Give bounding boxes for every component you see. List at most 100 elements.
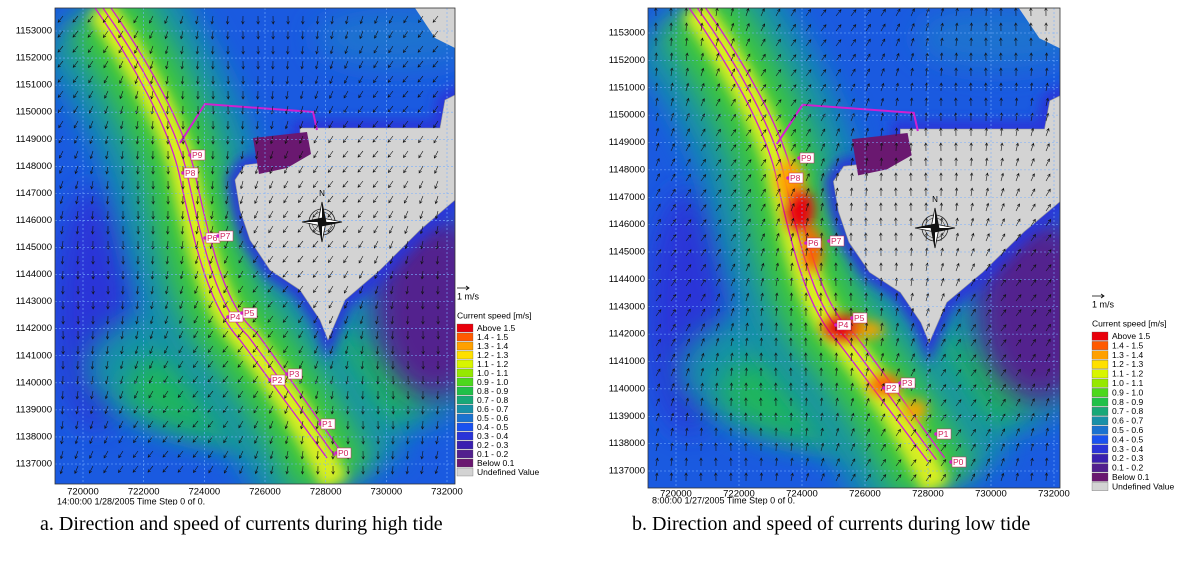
station-label: P6 (808, 238, 819, 248)
y-tick-label: 1141000 (16, 350, 52, 361)
y-tick-label: 1146000 (16, 215, 52, 226)
legend-swatch (457, 387, 473, 395)
station-label: P7 (220, 231, 231, 241)
station-label: P9 (192, 150, 203, 160)
y-tick-label: 1147000 (609, 192, 645, 203)
legend-swatch (457, 324, 473, 332)
scale-label: 1 m/s (1092, 299, 1115, 309)
station-label: P4 (230, 312, 241, 322)
y-tick-label: 1151000 (609, 82, 645, 93)
y-tick-label: 1151000 (16, 80, 52, 91)
y-tick-label: 1148000 (16, 161, 52, 172)
station-label: P3 (902, 378, 913, 388)
y-tick-label: 1139000 (609, 411, 645, 422)
legend-swatch (457, 333, 473, 341)
legend-swatch (457, 396, 473, 404)
station-label: P8 (790, 173, 801, 183)
y-tick-label: 1144000 (16, 269, 52, 280)
legend-swatch (457, 405, 473, 413)
legend-swatch (457, 450, 473, 458)
legend-swatch (1092, 379, 1108, 387)
y-tick-label: 1150000 (16, 107, 52, 118)
caption: a. Direction and speed of currents durin… (40, 512, 574, 536)
x-tick-label: 728000 (310, 487, 342, 498)
station-label: P6 (207, 233, 218, 243)
y-tick-label: 1144000 (609, 274, 645, 285)
legend-swatch (457, 378, 473, 386)
figure: 1153000 1152000 1151000 1150000 1149000 11480… (0, 0, 1185, 505)
panel-b: 1153000 1152000 1151000 1150000 1149000 11480… (609, 8, 1175, 505)
legend-label: Undefined Value (1112, 481, 1174, 491)
station-label: P1 (322, 419, 333, 429)
y-tick-label: 1142000 (609, 329, 645, 340)
page: {"panels": [ {"y_ticks": [1153000, 11520… (0, 0, 1185, 582)
y-tick-label: 1150000 (609, 110, 645, 121)
station-label: P7 (831, 236, 842, 246)
y-tick-label: 1145000 (16, 242, 52, 253)
legend-swatch (457, 360, 473, 368)
legend-swatch (1092, 370, 1108, 378)
y-tick-label: 1153000 (16, 26, 52, 37)
legend-swatch (1092, 360, 1108, 368)
y-tick-label: 1147000 (16, 188, 52, 199)
scale-arrow (457, 286, 469, 290)
scale-arrow (1092, 294, 1104, 298)
timestamp: 14:00:00 1/28/2005 Time Step 0 of 0. (57, 496, 205, 505)
x-tick-label: 726000 (849, 489, 881, 500)
y-tick-label: 1148000 (609, 164, 645, 175)
station-label: P0 (338, 448, 349, 458)
y-tick-label: 1142000 (16, 323, 52, 334)
y-tick-label: 1137000 (609, 466, 645, 477)
legend-swatch (457, 441, 473, 449)
legend-swatch (1092, 435, 1108, 443)
compass-label: N (319, 189, 325, 198)
x-tick-label: 730000 (975, 489, 1007, 500)
y-tick-label: 1137000 (16, 459, 52, 470)
y-tick-label: 1138000 (16, 431, 52, 442)
legend-swatch (1092, 454, 1108, 462)
legend-swatch (1092, 398, 1108, 406)
legend-swatch (1092, 417, 1108, 425)
legend-swatch (457, 468, 473, 476)
station-label: P2 (272, 375, 283, 385)
legend-swatch (1092, 473, 1108, 481)
x-tick-label: 726000 (249, 487, 281, 498)
station-label: P9 (801, 153, 812, 163)
legend-swatch (1092, 388, 1108, 396)
station-label: P4 (838, 320, 849, 330)
legend-swatch (457, 369, 473, 377)
station-label: P0 (953, 457, 964, 467)
legend-swatch (1092, 332, 1108, 340)
station-label: P1 (938, 429, 949, 439)
legend-swatch (1092, 341, 1108, 349)
legend-swatch (1092, 464, 1108, 472)
station-label: P8 (185, 168, 196, 178)
legend-label: Undefined Value (477, 467, 539, 477)
x-tick-label: 730000 (370, 487, 402, 498)
legend-title: Current speed [m/s] (457, 310, 532, 320)
legend-swatch (457, 414, 473, 422)
legend-swatch (1092, 445, 1108, 453)
panel-a: 1153000115200011510001150000114900011480… (16, 8, 540, 505)
station-label: P5 (244, 308, 255, 318)
scale-label: 1 m/s (457, 291, 480, 301)
y-tick-label: 1138000 (609, 438, 645, 449)
y-tick-label: 1143000 (16, 296, 52, 307)
y-tick-label: 1152000 (609, 55, 645, 66)
y-tick-label: 1149000 (16, 134, 52, 145)
station-label: P5 (854, 313, 865, 323)
y-tick-label: 1143000 (609, 301, 645, 312)
x-tick-label: 732000 (1038, 489, 1070, 500)
station-label: P3 (289, 369, 300, 379)
x-tick-label: 728000 (912, 489, 944, 500)
y-tick-label: 1149000 (609, 137, 645, 148)
legend-title: Current speed [m/s] (1092, 318, 1167, 328)
y-tick-label: 1139000 (16, 404, 52, 415)
y-tick-label: 1145000 (609, 247, 645, 258)
compass-label: N (932, 195, 938, 204)
y-tick-label: 1140000 (609, 383, 645, 394)
y-tick-label: 1140000 (16, 377, 52, 388)
y-tick-label: 1141000 (609, 356, 645, 367)
y-tick-label: 1153000 (609, 28, 645, 39)
legend-swatch (457, 459, 473, 467)
